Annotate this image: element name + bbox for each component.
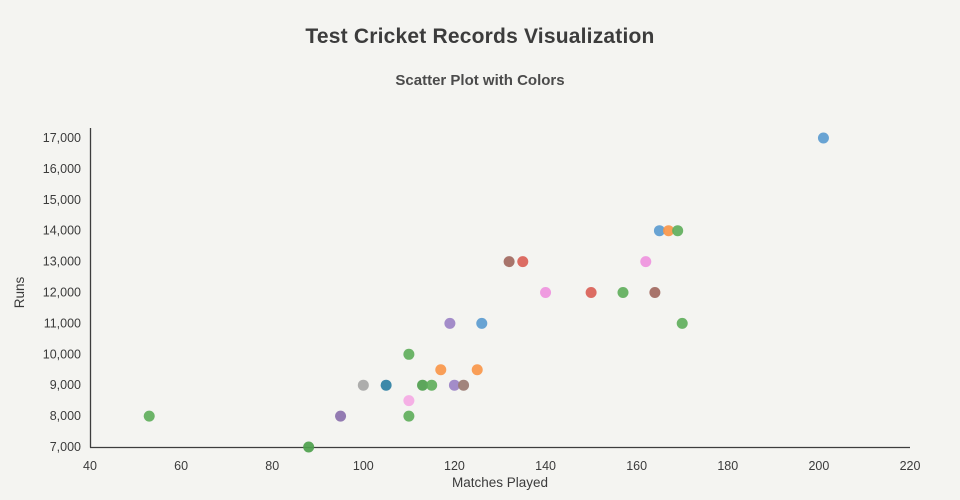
data-point[interactable] <box>617 287 629 298</box>
y-tick-label: 7,000 <box>50 440 81 454</box>
data-point[interactable] <box>143 410 155 422</box>
y-tick-label: 12,000 <box>43 286 81 300</box>
data-point[interactable] <box>380 379 392 391</box>
y-tick-label: 13,000 <box>43 255 81 269</box>
data-point[interactable] <box>663 225 675 237</box>
data-point[interactable] <box>403 395 415 407</box>
data-point[interactable] <box>403 410 415 422</box>
data-point[interactable] <box>303 441 315 453</box>
x-tick-label: 60 <box>174 459 188 473</box>
x-tick-label: 200 <box>808 459 829 473</box>
data-point[interactable] <box>640 256 652 268</box>
x-tick-label: 40 <box>83 459 97 473</box>
x-tick-label: 160 <box>626 459 647 473</box>
data-point[interactable] <box>476 317 488 329</box>
data-point[interactable] <box>403 348 415 360</box>
x-tick-label: 220 <box>900 459 921 473</box>
data-point[interactable] <box>471 364 483 376</box>
data-point[interactable] <box>649 287 661 298</box>
y-tick-label: 9,000 <box>50 378 81 392</box>
data-point[interactable] <box>417 379 429 391</box>
data-point[interactable] <box>458 379 470 391</box>
chart-title: Test Cricket Records Visualization <box>305 25 655 48</box>
data-point[interactable] <box>540 287 552 298</box>
y-tick-label: 15,000 <box>43 193 81 207</box>
y-tick-label: 10,000 <box>43 347 81 361</box>
data-point[interactable] <box>444 317 456 329</box>
data-point[interactable] <box>357 379 369 391</box>
y-tick-label: 14,000 <box>43 224 81 238</box>
data-point[interactable] <box>653 225 665 237</box>
data-point[interactable] <box>676 317 688 329</box>
chart-subtitle: Scatter Plot with Colors <box>395 72 565 89</box>
x-axis-title: Matches Played <box>452 475 548 490</box>
y-tick-label: 17,000 <box>43 131 81 145</box>
data-point[interactable] <box>435 364 447 376</box>
data-point[interactable] <box>503 256 515 268</box>
x-tick-label: 100 <box>353 459 374 473</box>
y-tick-label: 16,000 <box>43 162 81 176</box>
data-point[interactable] <box>448 379 460 391</box>
data-point[interactable] <box>517 256 529 268</box>
y-tick-label: 11,000 <box>44 316 81 330</box>
data-point[interactable] <box>426 379 438 391</box>
data-point[interactable] <box>817 132 829 144</box>
y-tick-label: 8,000 <box>50 409 81 423</box>
data-point[interactable] <box>672 225 684 237</box>
x-tick-label: 120 <box>444 459 465 473</box>
data-point[interactable] <box>335 410 347 422</box>
x-tick-label: 180 <box>717 459 738 473</box>
x-tick-label: 140 <box>535 459 556 473</box>
y-axis-title: Runs <box>12 276 27 308</box>
data-point[interactable] <box>585 287 597 298</box>
x-tick-label: 80 <box>265 459 279 473</box>
